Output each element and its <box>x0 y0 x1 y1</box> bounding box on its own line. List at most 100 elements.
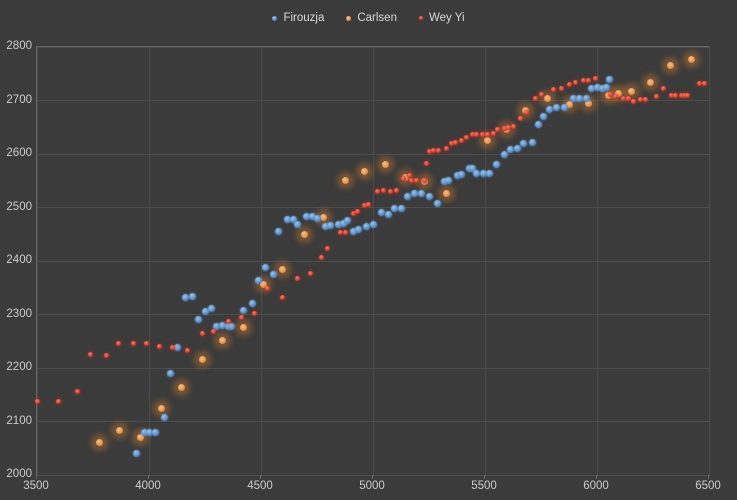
data-point-firouzja <box>540 112 548 120</box>
data-point-carlsen <box>95 439 103 447</box>
data-point-wey-yi <box>449 141 455 147</box>
data-point-carlsen <box>300 230 308 238</box>
data-point-wey-yi <box>643 97 649 103</box>
data-point-firouzja <box>411 189 419 197</box>
data-point-firouzja <box>500 150 508 158</box>
data-point-wey-yi <box>464 135 470 141</box>
data-point-wey-yi <box>566 82 572 88</box>
data-point-wey-yi <box>414 177 420 183</box>
data-point-carlsen <box>341 176 349 184</box>
data-point-wey-yi <box>533 96 539 102</box>
data-point-wey-yi <box>265 286 271 292</box>
x-axis-tick <box>36 475 37 479</box>
data-point-carlsen <box>688 56 696 64</box>
data-point-firouzja <box>369 220 377 228</box>
y-tick-label: 2600 <box>6 147 32 159</box>
data-point-wey-yi <box>156 343 162 349</box>
data-point-wey-yi <box>104 352 110 358</box>
data-point-wey-yi <box>501 126 507 132</box>
data-point-carlsen <box>158 404 166 412</box>
data-point-carlsen <box>544 95 552 103</box>
data-point-firouzja <box>560 104 568 112</box>
data-point-firouzja <box>344 217 352 225</box>
data-point-wey-yi <box>394 188 400 194</box>
data-point-firouzja <box>582 95 590 103</box>
data-point-wey-yi <box>458 137 464 143</box>
data-point-wey-yi <box>495 127 501 133</box>
data-point-wey-yi <box>319 255 325 261</box>
data-point-firouzja <box>334 220 342 228</box>
data-point-wey-yi <box>474 131 480 137</box>
data-point-carlsen <box>443 189 451 197</box>
data-point-firouzja <box>546 105 554 113</box>
data-point-firouzja <box>458 171 466 179</box>
data-point-firouzja <box>576 95 584 103</box>
carlsen-marker-icon <box>346 15 352 21</box>
data-point-wey-yi <box>409 177 415 183</box>
legend-label-firouzja: Firouzja <box>283 12 325 24</box>
legend-item-weyyi: Wey Yi <box>418 12 465 24</box>
x-tick-label: 5500 <box>471 480 497 492</box>
data-point-wey-yi <box>506 125 512 131</box>
y-tick-label: 2800 <box>6 40 32 52</box>
data-point-wey-yi <box>608 91 614 97</box>
data-point-wey-yi <box>480 131 486 137</box>
data-point-wey-yi <box>518 115 524 121</box>
data-point-wey-yi <box>184 348 190 354</box>
data-point-carlsen <box>116 426 124 434</box>
data-point-firouzja <box>208 304 216 312</box>
data-point-wey-yi <box>143 341 149 347</box>
data-point-firouzja <box>174 343 182 351</box>
x-axis-tick <box>484 475 485 479</box>
data-point-firouzja <box>181 294 189 302</box>
legend-item-firouzja: Firouzja <box>272 12 324 24</box>
data-point-wey-yi <box>381 188 387 194</box>
data-point-wey-yi <box>366 202 372 208</box>
legend-item-carlsen: Carlsen <box>346 12 397 24</box>
data-point-wey-yi <box>626 96 632 102</box>
data-point-carlsen <box>219 337 227 345</box>
data-point-wey-yi <box>342 229 348 235</box>
data-point-wey-yi <box>307 271 313 277</box>
plot-area <box>35 46 710 476</box>
x-tick-label: 3500 <box>23 480 49 492</box>
data-point-firouzja <box>303 212 311 220</box>
data-point-firouzja <box>594 83 602 91</box>
data-point-wey-yi <box>75 388 81 394</box>
data-point-wey-yi <box>199 330 205 336</box>
data-point-wey-yi <box>170 344 176 350</box>
data-point-firouzja <box>480 170 488 178</box>
data-point-firouzja <box>520 140 528 148</box>
gridline-v <box>708 47 710 475</box>
data-point-firouzja <box>219 322 227 330</box>
data-point-firouzja <box>327 221 335 229</box>
x-axis-tick <box>260 475 261 479</box>
data-point-wey-yi <box>551 86 557 92</box>
data-point-firouzja <box>397 204 405 212</box>
data-point-carlsen <box>320 213 328 221</box>
data-point-firouzja <box>588 85 596 93</box>
data-point-firouzja <box>249 299 257 307</box>
data-point-wey-yi <box>631 98 637 104</box>
data-point-firouzja <box>404 193 412 201</box>
data-point-carlsen <box>627 88 635 96</box>
data-point-firouzja <box>486 169 494 177</box>
data-point-wey-yi <box>325 245 331 251</box>
y-tick-label: 2700 <box>6 93 32 106</box>
data-point-wey-yi <box>350 211 356 217</box>
data-point-carlsen <box>178 384 186 392</box>
data-point-wey-yi <box>211 328 217 334</box>
data-point-firouzja <box>188 293 196 301</box>
data-point-firouzja <box>377 209 385 217</box>
data-point-firouzja <box>418 189 426 197</box>
data-point-firouzja <box>224 323 232 331</box>
data-point-wey-yi <box>593 75 599 81</box>
data-point-firouzja <box>290 216 298 224</box>
data-point-wey-yi <box>586 77 592 83</box>
data-point-wey-yi <box>251 311 257 317</box>
data-point-firouzja <box>425 193 433 201</box>
data-point-firouzja <box>529 139 537 147</box>
data-point-firouzja <box>140 429 148 437</box>
data-point-firouzja <box>294 220 302 228</box>
data-point-wey-yi <box>130 341 136 347</box>
